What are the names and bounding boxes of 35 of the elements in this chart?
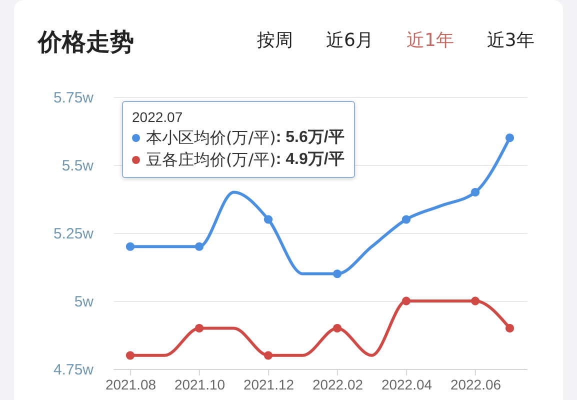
annotation: : 4.9万/平 [276,150,344,170]
x-tick-label: 2021.08 [105,376,156,392]
text: 按周 [257,29,293,53]
point [470,188,480,197]
x-tick-label: 2021.10 [174,376,226,392]
y-tick-label: 4.75w [53,362,94,378]
x-tick-label: 2022.02 [312,376,364,392]
point [332,269,342,278]
point [402,296,411,306]
text: 近6月 [326,29,374,53]
point [126,242,135,251]
x-tick-label: 2021.12 [243,376,294,392]
point [264,215,273,224]
x-tick-label: 2022.06 [450,376,502,392]
point [470,296,480,306]
y-tick-label: 5w [74,294,94,310]
annotation: 2022.07 [132,108,184,127]
x-tick-label: 2022.04 [381,376,432,392]
point [505,324,514,333]
text: 近1年 [406,29,454,53]
point [126,351,135,360]
y-tick-label: 5.25w [53,226,94,242]
legend-label: 本小区均价(万/平) [146,127,276,149]
point [264,351,273,360]
point [332,324,342,333]
y-tick-label: 5.5w [62,158,94,174]
chart-title: 价格走势 [38,27,134,57]
y-tick-label: 5.75w [53,90,94,106]
point [194,324,204,333]
point [505,133,514,142]
point [402,215,411,224]
annotation: : 5.6万/平 [276,128,344,148]
text: 近3年 [486,29,534,53]
point [194,242,204,251]
legend-label: 豆各庄均价(万/平) [146,149,276,171]
